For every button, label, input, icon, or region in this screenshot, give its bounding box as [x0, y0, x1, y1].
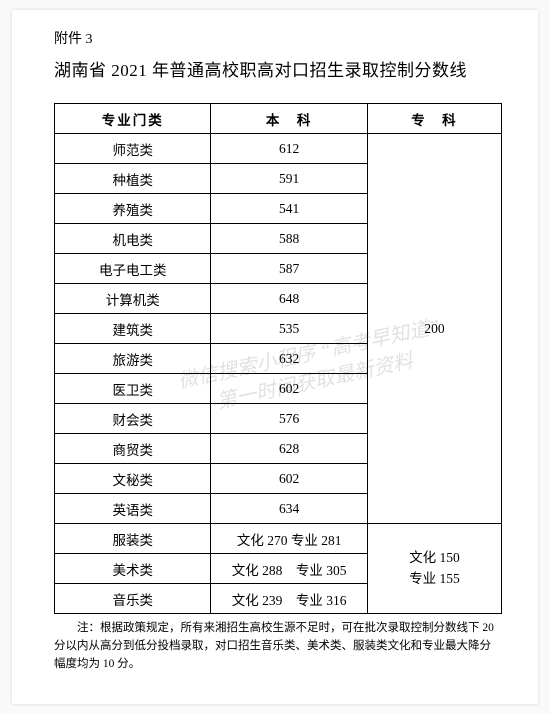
cell-benke: 648 [211, 284, 367, 314]
col-header-zhuanke: 专 科 [367, 104, 501, 134]
col-header-category: 专业门类 [55, 104, 211, 134]
cell-benke: 文化 239 专业 316 [211, 584, 367, 614]
cell-category: 种植类 [55, 164, 211, 194]
zk2-line1: 文化 150 [409, 550, 460, 565]
cell-category: 文秘类 [55, 464, 211, 494]
cell-benke: 602 [211, 374, 367, 404]
zk2-line2: 专业 155 [409, 571, 460, 586]
cell-category: 医卫类 [55, 374, 211, 404]
cell-category: 美术类 [55, 554, 211, 584]
cell-category: 英语类 [55, 494, 211, 524]
cell-category: 建筑类 [55, 314, 211, 344]
cell-category: 财会类 [55, 404, 211, 434]
table-row: 师范类 612 200 [55, 134, 502, 164]
footnote: 注：根据政策规定，所有来湘招生高校生源不足时，可在批次录取控制分数线下 20 分… [54, 620, 502, 673]
cell-category: 音乐类 [55, 584, 211, 614]
cell-benke: 576 [211, 404, 367, 434]
document-page: 附件 3 湖南省 2021 年普通高校职高对口招生录取控制分数线 专业门类 本 … [12, 10, 538, 704]
cell-category: 商贸类 [55, 434, 211, 464]
table-row: 服装类 文化 270 专业 281 文化 150 专业 155 [55, 524, 502, 554]
score-table: 专业门类 本 科 专 科 师范类 612 200 种植类 591 养殖类 541… [54, 103, 502, 614]
cell-category: 机电类 [55, 224, 211, 254]
cell-category: 养殖类 [55, 194, 211, 224]
cell-benke: 588 [211, 224, 367, 254]
cell-benke: 587 [211, 254, 367, 284]
cell-benke: 628 [211, 434, 367, 464]
cell-category: 旅游类 [55, 344, 211, 374]
cell-benke: 602 [211, 464, 367, 494]
cell-benke: 634 [211, 494, 367, 524]
table-header-row: 专业门类 本 科 专 科 [55, 104, 502, 134]
cell-category: 师范类 [55, 134, 211, 164]
cell-category: 电子电工类 [55, 254, 211, 284]
page-title: 湖南省 2021 年普通高校职高对口招生录取控制分数线 [54, 56, 502, 81]
col-header-benke: 本 科 [211, 104, 367, 134]
cell-benke: 591 [211, 164, 367, 194]
cell-benke: 535 [211, 314, 367, 344]
attachment-label: 附件 3 [54, 28, 502, 48]
cell-benke: 541 [211, 194, 367, 224]
cell-category: 服装类 [55, 524, 211, 554]
cell-benke: 文化 270 专业 281 [211, 524, 367, 554]
cell-zhuanke-merged: 200 [367, 134, 501, 524]
cell-benke: 612 [211, 134, 367, 164]
cell-zhuanke-merged-2: 文化 150 专业 155 [367, 524, 501, 614]
cell-benke: 文化 288 专业 305 [211, 554, 367, 584]
cell-benke: 632 [211, 344, 367, 374]
cell-category: 计算机类 [55, 284, 211, 314]
